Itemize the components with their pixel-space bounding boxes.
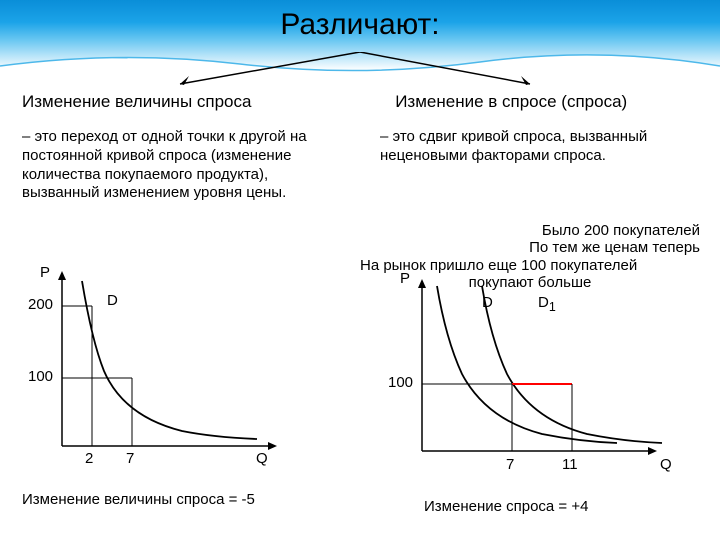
page-title: Различают: [0,0,720,42]
definitions-row: – это переход от одной точки к другой на… [0,112,720,203]
xtick-2: 2 [85,450,93,467]
axis-q-left: Q [256,450,268,467]
ytick-100-r: 100 [388,374,413,391]
xtick-7-r: 7 [506,456,514,473]
chart-left: P 200 100 D 2 7 Q [22,266,302,496]
axis-p-left: P [40,264,50,281]
note-line-2: По тем же ценам теперь [360,239,700,256]
note-line-1: Было 200 покупателей [360,222,700,239]
branch-arrows [0,52,720,92]
definition-right: – это сдвиг кривой спроса, вызванный нец… [356,128,690,203]
chart-right-svg [382,276,682,486]
d-label-right: D [482,294,493,311]
definition-left: – это переход от одной точки к другой на… [22,128,329,203]
d1-label-right: D1 [538,294,556,314]
caption-left: Изменение величины спроса = -5 [22,491,255,508]
charts-container: P 200 100 D 2 7 Q Изменение величины спр… [22,266,702,526]
axis-q-right: Q [660,456,672,473]
chart-left-svg [22,266,302,476]
ytick-200: 200 [28,296,53,313]
chart-right: P 100 D D1 7 11 Q [382,276,682,506]
subheading-left: Изменение величины спроса [22,92,339,112]
subheading-right: Изменение в спросе (спроса) [365,92,682,112]
xtick-7: 7 [126,450,134,467]
axis-p-right: P [400,270,410,287]
ytick-100: 100 [28,368,53,385]
d-label-left: D [107,292,118,309]
xtick-11-r: 11 [562,456,578,473]
caption-right: Изменение спроса = +4 [424,498,588,515]
